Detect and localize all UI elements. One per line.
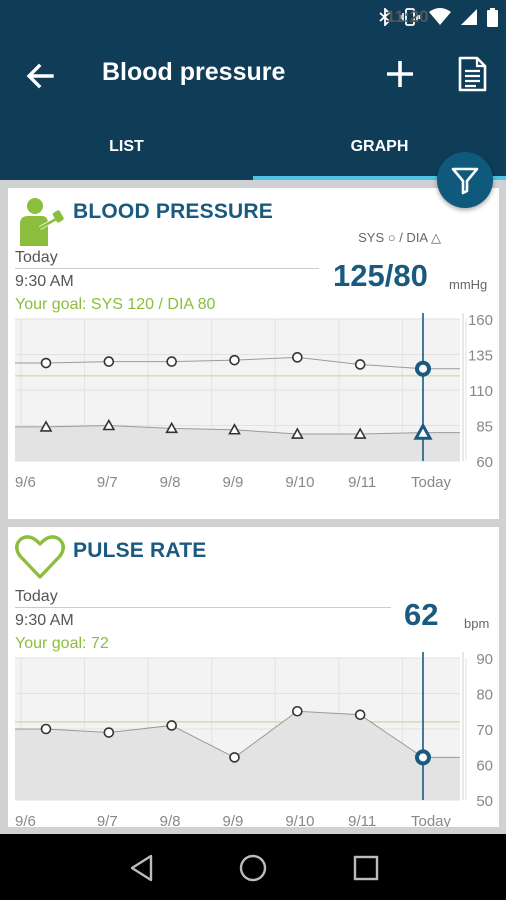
wifi-icon (429, 8, 451, 25)
pulse-x-tick: 9/8 (160, 813, 181, 827)
bp-value: 125/80 (333, 258, 428, 293)
filter-icon (451, 167, 479, 195)
bp-y-tick: 135 (468, 348, 493, 365)
pulse-goal: Your goal: 72 (15, 635, 109, 652)
pulse-y-tick: 60 (476, 758, 493, 775)
pulse-value: 62 (404, 597, 439, 632)
pulse-date: Today (15, 588, 58, 605)
bp-point-sys (40, 357, 52, 369)
bp-point-dia (165, 421, 179, 434)
bp-unit: mmHg (449, 277, 488, 292)
bp-point-dia (353, 427, 367, 439)
bluetooth-icon (379, 8, 391, 26)
bp-date: Today (15, 249, 58, 266)
bp-chart[interactable]: 60 85 110 135 160 9/6 9/7 9/8 9/9 9/10 9/11 Today (8, 313, 499, 503)
bp-x-tick: 9/6 (15, 474, 36, 491)
bp-y-tick: 85 (476, 419, 493, 436)
home-nav-icon[interactable] (237, 852, 269, 884)
bp-x-tick: Today (411, 474, 452, 491)
vibrate-icon (400, 8, 420, 26)
bp-x-tick: 9/8 (160, 474, 181, 491)
pulse-point-pulse (415, 749, 431, 766)
status-time: 11:20 (386, 7, 429, 26)
tab-graph[interactable]: GRAPH (350, 138, 409, 155)
bp-x-tick: 9/10 (285, 474, 314, 491)
pulse-y-tick: 50 (476, 793, 493, 810)
pulse-point-pulse (292, 705, 303, 717)
pulse-chart[interactable]: 50 60 70 80 90 9/6 9/7 9/8 9/9 9/10 9/11 Today (8, 652, 499, 827)
bp-y-tick: 60 (476, 454, 493, 471)
status-bar: 11:20 (0, 0, 506, 34)
bp-point-sys (415, 360, 431, 377)
pulse-x-tick: 9/10 (285, 813, 314, 827)
bp-point-sys (229, 354, 240, 366)
pulse-point-pulse (40, 723, 52, 735)
pulse-point-pulse (103, 727, 115, 738)
system-nav-bar (0, 834, 506, 900)
pulse-x-tick: Today (411, 813, 452, 827)
tab-indicator (253, 176, 506, 180)
bp-y-tick: 160 (468, 313, 493, 329)
pulse-x-tick: 9/7 (97, 813, 118, 827)
pulse-x-tick: 9/9 (223, 813, 244, 827)
bp-time: 9:30 AM (15, 273, 74, 290)
pulse-rate-card[interactable]: PULSE RATE Today 9:30 AM Your goal: 72 6… (8, 527, 499, 827)
bp-card-title: BLOOD PRESSURE (73, 200, 273, 223)
pulse-y-tick: 70 (476, 722, 493, 739)
bp-divider (15, 268, 319, 269)
pulse-y-tick: 80 (476, 687, 493, 704)
tab-bar: LIST GRAPH (0, 118, 506, 180)
bp-point-dia (102, 418, 116, 431)
add-icon[interactable] (382, 56, 418, 92)
bp-legend: SYS ○ / DIA △ (358, 230, 441, 245)
pulse-x-tick: 9/11 (348, 813, 376, 827)
back-arrow-icon[interactable] (22, 58, 58, 94)
bp-point-dia (39, 420, 53, 432)
battery-icon (487, 7, 498, 27)
report-icon[interactable] (456, 56, 488, 92)
pulse-point-pulse (166, 720, 177, 731)
bp-point-sys (103, 356, 115, 367)
signal-icon (461, 9, 477, 25)
pulse-time: 9:30 AM (15, 612, 74, 629)
back-nav-icon[interactable] (126, 852, 158, 884)
bp-x-tick: 9/11 (348, 474, 376, 491)
bp-point-sys (354, 359, 366, 370)
bp-goal: Your goal: SYS 120 / DIA 80 (15, 296, 216, 313)
pulse-card-title: PULSE RATE (73, 539, 207, 562)
pulse-point-pulse (354, 709, 366, 721)
filter-button[interactable] (437, 152, 493, 208)
pulse-x-tick: 9/6 (15, 813, 36, 827)
pulse-divider (15, 607, 391, 608)
bp-point-dia (228, 423, 241, 435)
bp-point-sys (292, 352, 303, 363)
pulse-point-pulse (229, 752, 240, 763)
page-title: Blood pressure (102, 58, 286, 86)
bp-point-sys (166, 356, 177, 367)
tab-list[interactable]: LIST (109, 138, 144, 155)
blood-pressure-card[interactable]: BLOOD PRESSURE SYS ○ / DIA △ Today 9:30 … (8, 188, 499, 519)
bp-x-tick: 9/7 (97, 474, 118, 491)
bp-x-tick: 9/9 (223, 474, 244, 491)
recents-nav-icon[interactable] (350, 852, 382, 884)
blood-pressure-person-icon (20, 198, 64, 246)
bp-point-dia (413, 422, 433, 440)
bp-point-dia (290, 427, 304, 439)
pulse-unit: bpm (464, 616, 490, 631)
heart-icon (15, 535, 65, 579)
app-bar: Blood pressure (0, 34, 506, 118)
bp-y-tick: 110 (469, 383, 493, 400)
pulse-y-tick: 90 (476, 652, 493, 668)
